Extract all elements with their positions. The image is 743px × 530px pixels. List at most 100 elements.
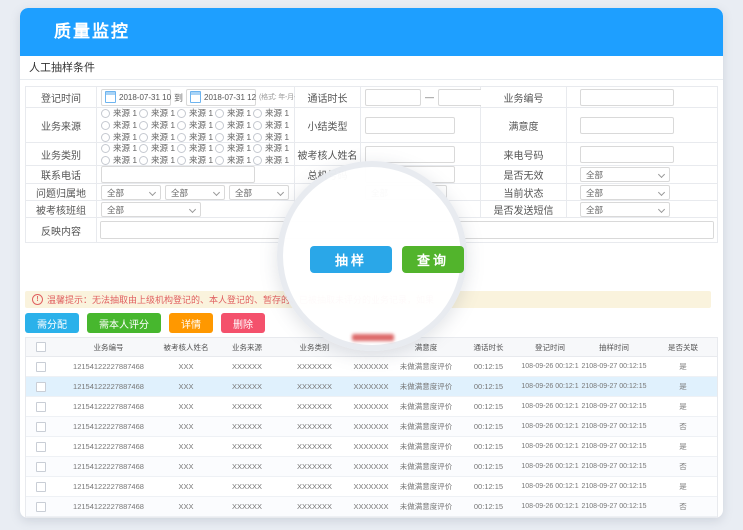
row-checkbox[interactable] bbox=[26, 397, 56, 416]
cell-satisfaction: 未做满意度评价 bbox=[399, 502, 453, 511]
query-button[interactable]: 查询 bbox=[402, 246, 464, 273]
radio-icon bbox=[215, 108, 224, 118]
radio-icon bbox=[253, 155, 262, 165]
problem-region-select-2[interactable]: 全部 bbox=[165, 184, 225, 200]
cell-business-no: 12154122227887468 bbox=[73, 402, 144, 411]
source-option[interactable]: 来源 1 bbox=[177, 108, 215, 119]
category-option[interactable]: 来源 1 bbox=[101, 143, 139, 154]
is-invalid-label: 是否无效 bbox=[481, 166, 566, 183]
call-duration-min-input[interactable] bbox=[365, 88, 421, 106]
reassign-button[interactable]: 需分配 bbox=[25, 313, 79, 333]
cell-category: XXXXXXX bbox=[296, 482, 333, 491]
row-checkbox[interactable] bbox=[26, 477, 56, 496]
select-all-checkbox[interactable] bbox=[26, 338, 56, 356]
source-option[interactable]: 来源 1 bbox=[101, 132, 139, 143]
assessed-team-select[interactable]: 全部 bbox=[101, 201, 201, 217]
radio-icon bbox=[139, 120, 148, 130]
radio-icon bbox=[253, 143, 262, 153]
row-checkbox[interactable] bbox=[26, 437, 56, 456]
option-label: 来源 1 bbox=[189, 120, 214, 130]
summary-type-input[interactable] bbox=[365, 116, 455, 134]
category-option[interactable]: 来源 1 bbox=[215, 143, 253, 154]
detail-button[interactable]: 详情 bbox=[169, 313, 213, 333]
source-option[interactable]: 来源 1 bbox=[215, 120, 253, 131]
source-option[interactable]: 来源 1 bbox=[253, 120, 291, 131]
radio-icon bbox=[253, 120, 262, 130]
table-row: 12154122227887468 XXX XXXXXX XXXXXXX XXX… bbox=[26, 377, 717, 397]
current-status-select[interactable]: 全部 bbox=[580, 184, 670, 200]
row-checkbox[interactable] bbox=[26, 377, 56, 396]
cell-source: XXXXXX bbox=[231, 482, 262, 491]
source-option[interactable]: 来源 1 bbox=[101, 120, 139, 131]
send-sms-label: 是否发送短信 bbox=[481, 201, 566, 217]
cell-extra: XXXXXXX bbox=[353, 482, 389, 491]
cell-satisfaction: 未做满意度评价 bbox=[399, 422, 453, 431]
source-option[interactable]: 来源 1 bbox=[139, 120, 177, 131]
contact-phone-input[interactable] bbox=[101, 166, 255, 183]
table-row: 12154122227887468 XXX XXXXXX XXXXXXX XXX… bbox=[26, 437, 717, 457]
cell-source: XXXXXX bbox=[231, 502, 262, 511]
cell-satisfaction: 未做满意度评价 bbox=[399, 442, 453, 451]
source-option[interactable]: 来源 1 bbox=[177, 120, 215, 131]
sample-button[interactable]: 抽样 bbox=[310, 246, 392, 273]
cell-sample-time: 2108-09-27 00:12:15 bbox=[581, 443, 647, 450]
row-checkbox[interactable] bbox=[26, 357, 56, 376]
cell-extra: XXXXXXX bbox=[353, 382, 389, 391]
category-option[interactable]: 来源 1 bbox=[139, 143, 177, 154]
self-score-button[interactable]: 需本人评分 bbox=[87, 313, 161, 333]
cell-extra: XXXXXXX bbox=[353, 362, 389, 371]
source-option[interactable]: 来源 1 bbox=[215, 132, 253, 143]
feedback-label: 反映内容 bbox=[26, 218, 96, 242]
checkbox-icon bbox=[36, 342, 46, 352]
date-to-input[interactable]: 2018-07-31 12 bbox=[186, 88, 256, 106]
call-duration-max-input[interactable] bbox=[438, 88, 484, 106]
option-label: 来源 1 bbox=[113, 155, 138, 165]
source-option[interactable]: 来源 1 bbox=[139, 108, 177, 119]
calendar-icon bbox=[105, 91, 116, 103]
cell-name: XXX bbox=[178, 382, 194, 391]
delete-button[interactable]: 删除 bbox=[221, 313, 265, 333]
assessed-name-input[interactable] bbox=[365, 145, 455, 163]
is-invalid-select[interactable]: 全部 bbox=[580, 167, 670, 182]
problem-region-select-3[interactable]: 全部 bbox=[229, 184, 289, 200]
problem-region-select-1[interactable]: 全部 bbox=[101, 184, 161, 200]
source-option[interactable]: 来源 1 bbox=[253, 108, 291, 119]
cell-register-time: 2108-09-26 00:12:15 bbox=[521, 443, 579, 450]
source-option[interactable]: 来源 1 bbox=[215, 108, 253, 119]
row-checkbox[interactable] bbox=[26, 457, 56, 476]
category-option[interactable]: 来源 1 bbox=[101, 155, 139, 166]
business-no-input[interactable] bbox=[580, 88, 674, 106]
quality-monitor-panel: 质量监控 人工抽样条件 登记时间 2018-07-31 10 到 2018-07… bbox=[20, 8, 723, 518]
category-option[interactable]: 来源 1 bbox=[253, 143, 291, 154]
current-status-label: 当前状态 bbox=[481, 184, 566, 200]
row-checkbox[interactable] bbox=[26, 497, 56, 516]
option-label: 来源 1 bbox=[227, 108, 252, 118]
satisfaction-input[interactable] bbox=[580, 116, 674, 134]
source-option[interactable]: 来源 1 bbox=[101, 108, 139, 119]
cell-related: 否 bbox=[679, 502, 687, 511]
category-option[interactable]: 来源 1 bbox=[139, 155, 177, 166]
source-option[interactable]: 来源 1 bbox=[253, 132, 291, 143]
category-option[interactable]: 来源 1 bbox=[177, 155, 215, 166]
category-option[interactable]: 来源 1 bbox=[215, 155, 253, 166]
form-actions: 抽样 查询 bbox=[310, 246, 464, 273]
cell-satisfaction: 未做满意度评价 bbox=[399, 482, 453, 491]
row-checkbox[interactable] bbox=[26, 417, 56, 436]
category-option[interactable]: 来源 1 bbox=[253, 155, 291, 166]
caller-number-input[interactable] bbox=[580, 145, 674, 163]
radio-icon bbox=[253, 108, 262, 118]
option-label: 来源 1 bbox=[265, 155, 290, 165]
source-option[interactable]: 来源 1 bbox=[177, 132, 215, 143]
option-label: 来源 1 bbox=[227, 143, 252, 153]
source-option[interactable]: 来源 1 bbox=[139, 132, 177, 143]
business-source-options: 来源 1 来源 1 来源 1 来源 1 来源 1 来源 1 bbox=[101, 108, 294, 143]
business-no-label: 业务编号 bbox=[481, 87, 566, 107]
cell-sample-time: 2108-09-27 00:12:15 bbox=[581, 483, 647, 490]
date-from-input[interactable]: 2018-07-31 10 bbox=[101, 88, 171, 106]
cell-extra: XXXXXXX bbox=[353, 462, 389, 471]
category-option[interactable]: 来源 1 bbox=[177, 143, 215, 154]
send-sms-select[interactable]: 全部 bbox=[580, 201, 670, 217]
cell-duration: 00:12:15 bbox=[473, 362, 504, 371]
checkbox-icon bbox=[36, 381, 46, 392]
